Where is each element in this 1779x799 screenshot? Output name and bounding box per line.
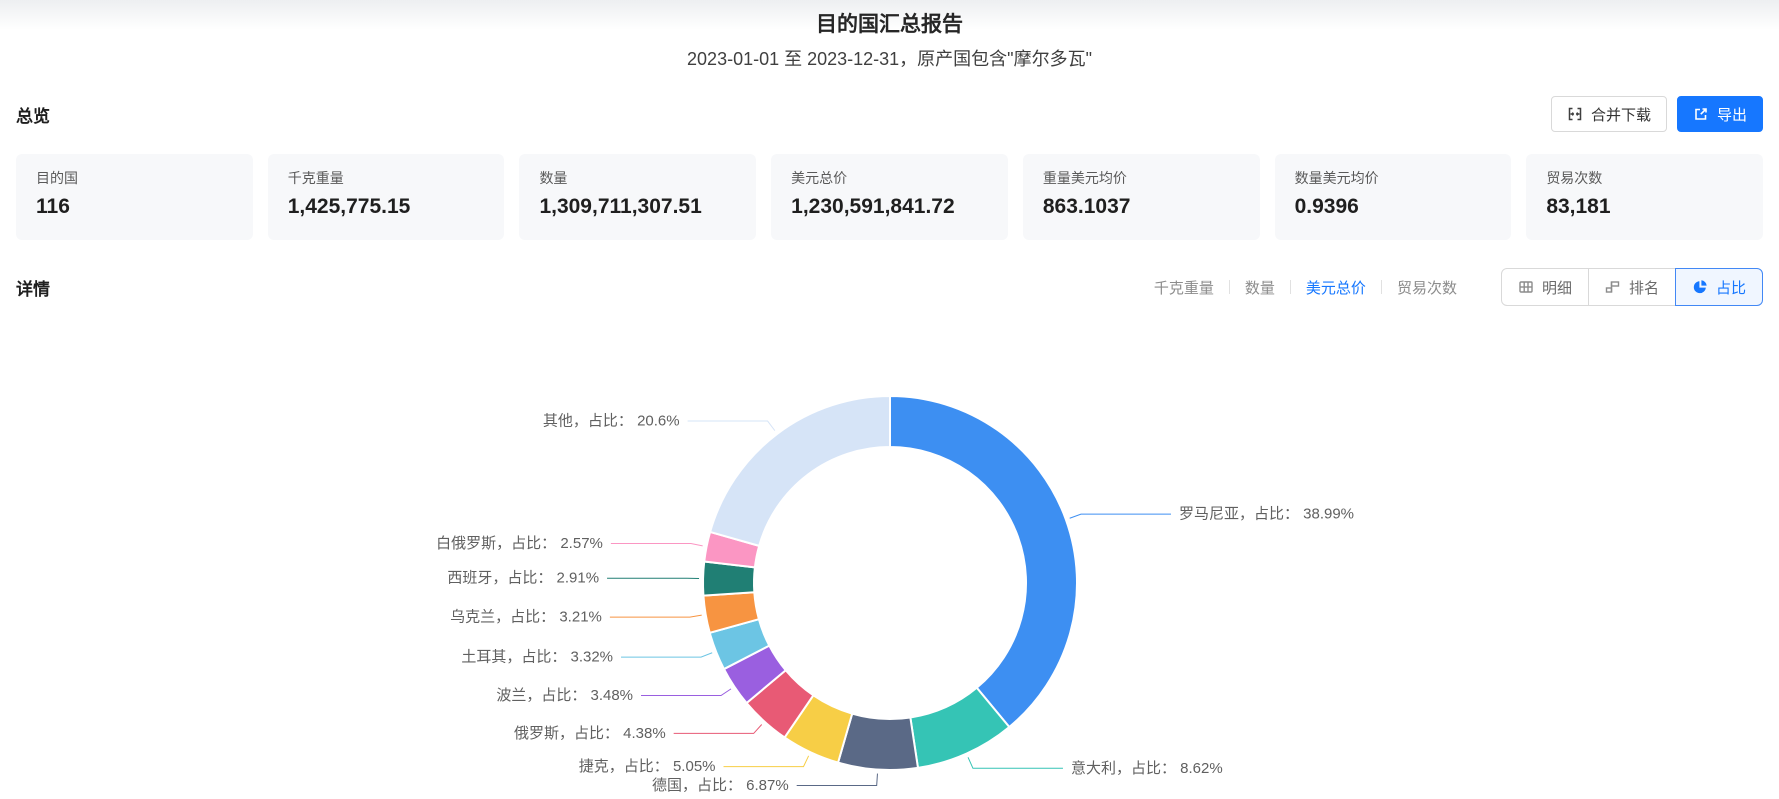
stat-card-quantity-avg-price: 数量美元均价 0.9396 — [1274, 154, 1512, 240]
tab-quantity[interactable]: 数量 — [1244, 279, 1275, 297]
pie-slice[interactable]: 捷克，占比： 5.05% — [579, 694, 854, 775]
pie-slice[interactable]: 西班牙，占比： 2.91% — [447, 560, 756, 597]
stat-card-quantity: 数量 1,309,711,307.51 — [519, 154, 757, 240]
pie-slice[interactable]: 罗马尼亚，占比： 38.99% — [889, 395, 1354, 729]
merge-download-button[interactable]: 合并下载 — [1550, 96, 1667, 132]
report-subtitle: 2023-01-01 至 2023-12-31，原产国包含"摩尔多瓦" — [687, 49, 1092, 69]
pie-slice[interactable]: 乌克兰，占比： 3.21% — [450, 591, 760, 634]
view-detail-button[interactable]: 明细 — [1500, 268, 1589, 306]
pie-slice[interactable]: 俄罗斯，占比： 4.38% — [514, 669, 815, 742]
slice-label: 乌克兰，占比： 3.21% — [450, 609, 602, 626]
pie-slice[interactable]: 土耳其，占比： 3.32% — [461, 618, 771, 671]
slice-label: 意大利，占比： 8.62% — [1071, 759, 1223, 777]
detail-heading: 详情 — [16, 279, 50, 299]
slice-label: 捷克，占比： 5.05% — [579, 758, 716, 775]
pie-slice[interactable]: 德国，占比： 6.87% — [652, 712, 919, 794]
slice-label: 德国，占比： 6.87% — [652, 776, 789, 794]
stat-value: 0.9396 — [1294, 195, 1359, 218]
pie-slice[interactable]: 其他，占比： 20.6% — [543, 395, 891, 547]
stat-label: 重量美元均价 — [1042, 170, 1127, 186]
label-leader-line — [610, 543, 703, 547]
tab-separator — [1380, 280, 1382, 294]
view-detail-label: 明细 — [1541, 279, 1572, 297]
label-leader-line — [641, 688, 732, 697]
view-ranking-button[interactable]: 排名 — [1587, 268, 1676, 306]
overview-header-row: 总览 合并下载 导出 — [16, 96, 1763, 132]
tab-separator — [1228, 280, 1230, 294]
view-proportion-button[interactable]: 占比 — [1674, 268, 1763, 306]
stat-value: 116 — [36, 195, 70, 218]
view-toggle-group: 明细 排名 占比 — [1500, 268, 1763, 306]
pie-icon — [1692, 279, 1708, 295]
view-proportion-label: 占比 — [1715, 279, 1746, 297]
slice-label: 罗马尼亚，占比： 38.99% — [1179, 506, 1354, 523]
stat-card-trade-count: 贸易次数 83,181 — [1526, 154, 1764, 240]
tab-trade-count[interactable]: 贸易次数 — [1396, 279, 1457, 297]
stat-card-weight-avg-price: 重量美元均价 863.1037 — [1022, 154, 1260, 240]
stat-value: 1,309,711,307.51 — [539, 195, 702, 218]
overview-heading: 总览 — [16, 106, 50, 126]
stat-label: 数量美元均价 — [1294, 170, 1379, 186]
stat-value: 863.1037 — [1042, 195, 1131, 218]
table-icon — [1518, 279, 1534, 295]
pie-slice[interactable]: 意大利，占比： 8.62% — [909, 686, 1223, 777]
slice-label: 土耳其，占比： 3.32% — [461, 649, 613, 666]
tab-usd-total[interactable]: 美元总价 — [1305, 279, 1366, 297]
stat-value: 1,230,591,841.72 — [791, 195, 955, 218]
tab-kg-weight[interactable]: 千克重量 — [1153, 279, 1214, 297]
stat-label: 千克重量 — [287, 170, 344, 186]
pie-slice[interactable]: 白俄罗斯，占比： 2.57% — [436, 530, 761, 569]
label-leader-line — [723, 755, 810, 768]
donut-chart-area: 罗马尼亚，占比： 38.99% 意大利，占比： 8.62% 德国，占比： 6.87%… — [0, 306, 1779, 797]
slice-label: 其他，占比： 20.6% — [543, 413, 680, 430]
label-leader-line — [687, 420, 776, 431]
slice-label: 西班牙，占比： 2.91% — [447, 570, 599, 587]
label-leader-line — [967, 757, 1063, 769]
page-title: 目的国汇总报告 — [816, 13, 963, 36]
donut-chart: 罗马尼亚，占比： 38.99% 意大利，占比： 8.62% 德国，占比： 6.87%… — [436, 395, 1354, 794]
merge-download-label: 合并下载 — [1590, 106, 1651, 124]
export-button[interactable]: 导出 — [1676, 96, 1763, 132]
header-actions: 合并下载 导出 — [1550, 96, 1763, 132]
slice-label: 俄罗斯，占比： 4.38% — [514, 725, 666, 742]
merge-download-icon — [1567, 106, 1583, 122]
overview-stat-cards: 目的国 116 千克重量 1,425,775.15 数量 1,309,711,3… — [16, 154, 1764, 240]
stat-card-kg-weight: 千克重量 1,425,775.15 — [267, 154, 505, 240]
detail-header-row: 详情 千克重量 数量 美元总价 贸易次数 明细 — [16, 268, 1763, 306]
export-label: 导出 — [1716, 106, 1747, 124]
stat-value: 1,425,775.15 — [287, 195, 411, 218]
slice-label: 波兰，占比： 3.48% — [496, 687, 633, 704]
ranking-icon — [1605, 279, 1621, 295]
tab-separator — [1289, 280, 1291, 294]
stat-label: 目的国 — [36, 170, 78, 186]
view-ranking-label: 排名 — [1628, 279, 1659, 297]
stat-label: 数量 — [539, 170, 568, 186]
stat-label: 贸易次数 — [1546, 170, 1603, 186]
stat-card-destination-countries: 目的国 116 — [16, 154, 253, 240]
report-header: 目的国汇总报告 2023-01-01 至 2023-12-31，原产国包含"摩尔… — [0, 0, 1779, 70]
stat-card-usd-total: 美元总价 1,230,591,841.72 — [771, 154, 1008, 240]
pie-slice[interactable]: 波兰，占比： 3.48% — [496, 644, 787, 704]
label-leader-line — [609, 614, 702, 618]
label-leader-line — [796, 773, 878, 787]
export-icon — [1693, 106, 1709, 122]
label-leader-line — [1069, 513, 1171, 519]
label-leader-line — [621, 652, 713, 658]
label-leader-line — [673, 724, 763, 734]
stat-label: 美元总价 — [791, 170, 848, 186]
metric-tabs: 千克重量 数量 美元总价 贸易次数 — [1154, 277, 1457, 298]
stat-value: 83,181 — [1546, 195, 1611, 218]
detail-controls: 千克重量 数量 美元总价 贸易次数 明细 — [1154, 268, 1763, 306]
slice-label: 白俄罗斯，占比： 2.57% — [436, 535, 603, 552]
